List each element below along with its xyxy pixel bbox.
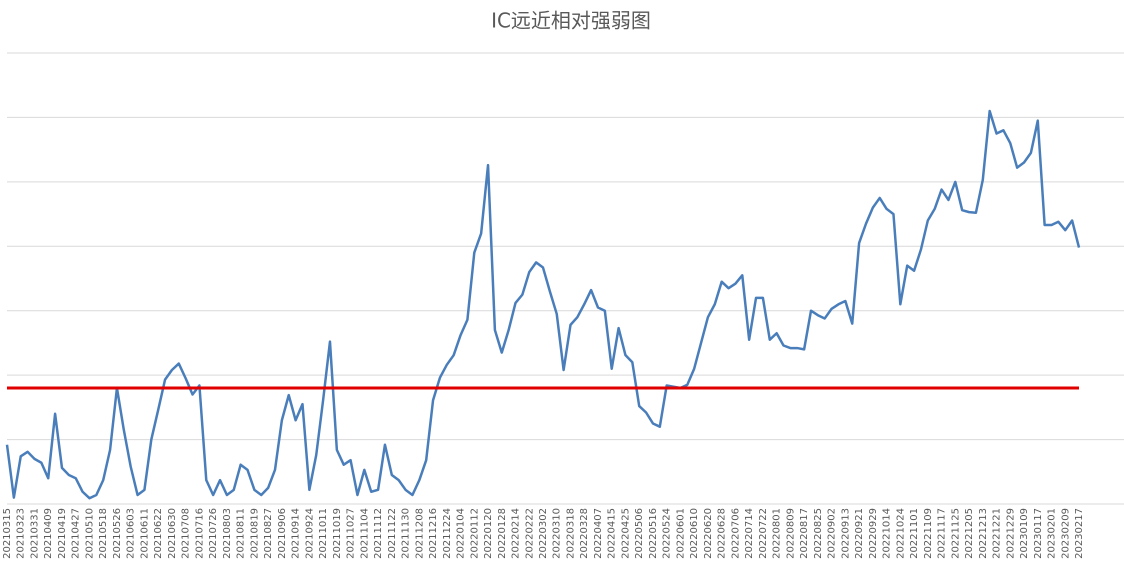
x-tick-label: 20220524 <box>662 508 673 559</box>
data-line <box>5 109 1081 500</box>
x-tick-label: 20220318 <box>565 508 576 559</box>
x-tick-label: 20211130 <box>401 508 412 559</box>
x-tick-label: 20220620 <box>703 508 714 559</box>
x-tick-label: 20211112 <box>373 508 384 559</box>
x-tick-label: 20220407 <box>593 508 604 559</box>
x-tick-label: 20221014 <box>882 508 893 559</box>
x-tick-label: 20210924 <box>304 508 315 559</box>
x-tick-label: 20210906 <box>277 508 288 559</box>
x-tick-label: 20220601 <box>675 508 686 559</box>
x-tick-label: 20210726 <box>208 508 219 559</box>
x-tick-label: 20220415 <box>607 508 618 559</box>
x-tick-label: 20210331 <box>29 508 40 559</box>
x-tick-label: 20210409 <box>43 508 54 559</box>
x-tick-label: 20221229 <box>1005 508 1016 559</box>
x-tick-label: 20220120 <box>483 508 494 559</box>
x-tick-label: 20220310 <box>552 508 563 559</box>
x-tick-label: 20220516 <box>648 508 659 559</box>
x-tick-label: 20220222 <box>524 508 535 559</box>
x-tick-label: 20211224 <box>442 508 453 559</box>
x-tick-label: 20220506 <box>634 508 645 559</box>
x-tick-label: 20220722 <box>758 508 769 559</box>
x-tick-label: 20211122 <box>387 508 398 559</box>
x-tick-label: 20230201 <box>1047 508 1058 559</box>
x-tick-label: 20221213 <box>978 508 989 559</box>
x-tick-label: 20210914 <box>291 508 302 559</box>
chart-title: IC远近相对强弱图 <box>491 9 651 33</box>
x-tick-label: 20220913 <box>840 508 851 559</box>
x-tick-label: 20230117 <box>1033 508 1044 559</box>
x-tick-label: 20210427 <box>71 508 82 559</box>
x-tick-label: 20211011 <box>318 508 329 559</box>
x-tick-label: 20220714 <box>744 508 755 559</box>
x-tick-label: 20210526 <box>112 508 123 559</box>
x-tick-label: 20220214 <box>511 508 522 559</box>
x-tick-label: 20211104 <box>359 508 370 559</box>
x-tick-label: 20210630 <box>167 508 178 559</box>
x-tick-label: 20211019 <box>332 508 343 559</box>
x-tick-label: 20230217 <box>1074 508 1085 559</box>
x-tick-label: 20221125 <box>950 508 961 559</box>
x-tick-label: 20220425 <box>620 508 631 559</box>
x-tick-label: 20221205 <box>964 508 975 559</box>
x-tick-label: 20230109 <box>1019 508 1030 559</box>
x-tick-label: 20220104 <box>456 508 467 559</box>
x-tick-label: 20220902 <box>827 508 838 559</box>
x-tick-label: 20210716 <box>194 508 205 559</box>
x-tick-label: 20221024 <box>895 508 906 559</box>
x-tick-label: 20230209 <box>1060 508 1071 559</box>
x-tick-label: 20220628 <box>717 508 728 559</box>
x-tick-label: 20210622 <box>153 508 164 559</box>
x-tick-label: 20210827 <box>263 508 274 559</box>
x-tick-label: 20210708 <box>181 508 192 559</box>
x-tick-label: 20210603 <box>126 508 137 559</box>
x-tick-label: 20210315 <box>2 508 13 559</box>
x-tick-label: 20220610 <box>689 508 700 559</box>
x-tick-label: 20221117 <box>937 508 948 559</box>
x-tick-label: 20220302 <box>538 508 549 559</box>
x-tick-label: 20220921 <box>854 508 865 559</box>
x-tick-label: 20220929 <box>868 508 879 559</box>
x-tick-label: 20220809 <box>785 508 796 559</box>
x-tick-label: 20220706 <box>730 508 741 559</box>
x-tick-label: 20220128 <box>497 508 508 559</box>
x-tick-label: 20210611 <box>139 508 150 559</box>
x-tick-label: 20210510 <box>84 508 95 559</box>
x-tick-label: 20210518 <box>98 508 109 559</box>
x-tick-label: 20221101 <box>909 508 920 559</box>
x-tick-label: 20211027 <box>346 508 357 559</box>
x-tick-label: 20220825 <box>813 508 824 559</box>
x-tick-label: 20221221 <box>992 508 1003 559</box>
x-tick-label: 20220817 <box>799 508 810 559</box>
x-tick-label: 20210811 <box>236 508 247 559</box>
x-tick-label: 20211216 <box>428 508 439 559</box>
x-tick-label: 20211208 <box>414 508 425 559</box>
x-tick-label: 20210323 <box>16 508 27 559</box>
x-tick-label: 20220801 <box>772 508 783 559</box>
x-tick-label: 20220112 <box>469 508 480 559</box>
x-tick-label: 20220328 <box>579 508 590 559</box>
x-tick-label: 20221109 <box>923 508 934 559</box>
x-tick-label: 20210803 <box>222 508 233 559</box>
x-tick-label: 20210419 <box>57 508 68 559</box>
x-tick-label: 20210819 <box>249 508 260 559</box>
